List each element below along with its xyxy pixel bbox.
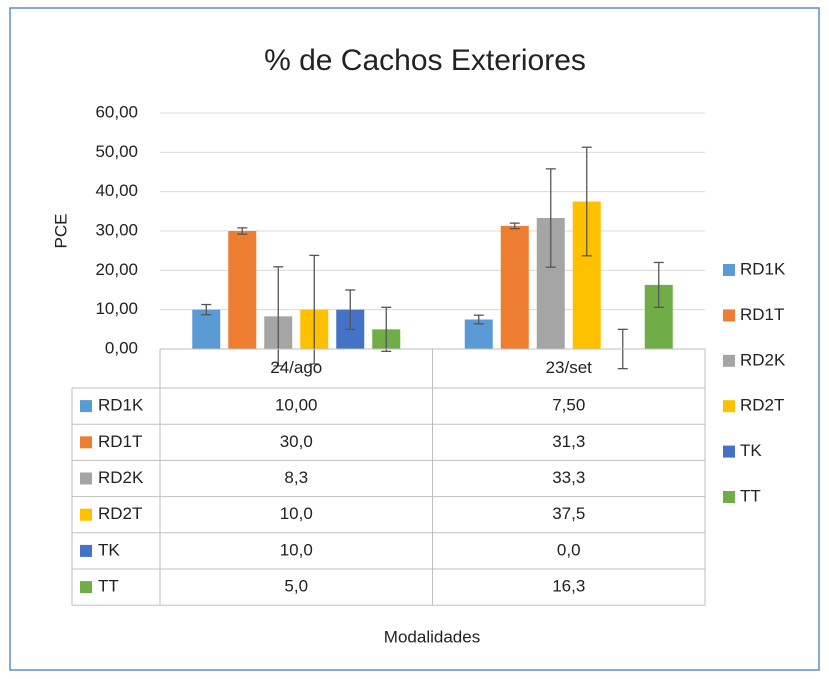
x-tick-label: 24/ago	[270, 358, 322, 377]
bar	[500, 225, 529, 349]
table-legend-key	[80, 472, 92, 485]
y-axis-title: PCE	[51, 214, 70, 249]
legend-key	[723, 354, 735, 367]
legend-key	[723, 445, 735, 458]
bar	[192, 309, 221, 349]
table-row-label: TK	[98, 540, 120, 559]
bar	[228, 231, 257, 349]
y-tick-label: 50,00	[95, 142, 138, 161]
table-cell: 10,0	[280, 504, 313, 523]
table-row-label: TT	[98, 577, 119, 596]
error-bar	[345, 289, 356, 330]
y-tick-label: 30,00	[95, 220, 138, 239]
table-cell: 37,5	[552, 504, 585, 523]
legend-label: RD2K	[740, 350, 786, 369]
legend-label: RD1T	[740, 305, 784, 324]
x-axis-title: Modalidades	[384, 627, 480, 646]
error-bar	[201, 303, 212, 316]
table-legend-key	[80, 436, 92, 449]
table-row-label: RD1K	[98, 396, 144, 415]
table-cell: 8,3	[284, 468, 308, 487]
error-bar	[509, 222, 520, 230]
error-bar	[381, 306, 392, 353]
table-cell: 10,0	[280, 540, 313, 559]
table-row-label: RD1T	[98, 432, 142, 451]
legend-key	[723, 264, 735, 276]
table-cell: 31,3	[552, 432, 585, 451]
error-bar	[545, 168, 556, 268]
table-cell: 0,0	[557, 540, 581, 559]
y-tick-label: 0,00	[105, 338, 138, 357]
table-cell: 30,0	[280, 432, 313, 451]
chart-title: % de Cachos Exteriores	[264, 44, 586, 77]
legend-key	[723, 491, 735, 503]
table-legend-key	[80, 508, 92, 521]
error-bar	[237, 227, 248, 235]
table-cell: 5,0	[284, 577, 308, 596]
legend-key	[723, 400, 735, 413]
legend-label: RD1K	[740, 259, 786, 278]
y-tick-label: 60,00	[95, 102, 138, 121]
y-tick-label: 20,00	[95, 260, 138, 279]
legend-label: TT	[740, 486, 761, 505]
table-cell: 10,00	[275, 396, 318, 415]
legend-label: RD2T	[740, 396, 784, 415]
table-row-label: RD2K	[98, 468, 144, 487]
error-bar	[309, 254, 320, 365]
error-bar	[473, 314, 484, 325]
table-legend-key	[80, 544, 92, 557]
y-tick-label: 10,00	[95, 299, 138, 318]
table-row-label: RD2T	[98, 504, 142, 523]
legend-label: TK	[740, 441, 762, 460]
table-cell: 16,3	[552, 577, 585, 596]
error-bar	[581, 146, 592, 257]
table-legend-key	[80, 400, 92, 413]
legend-key	[723, 309, 735, 322]
table-legend-key	[80, 581, 92, 594]
error-bar	[653, 261, 664, 308]
x-tick-label: 23/set	[546, 358, 593, 377]
chart-border	[9, 7, 820, 671]
y-tick-label: 40,00	[95, 181, 138, 200]
table-cell: 7,50	[552, 396, 585, 415]
table-cell: 33,3	[552, 468, 585, 487]
